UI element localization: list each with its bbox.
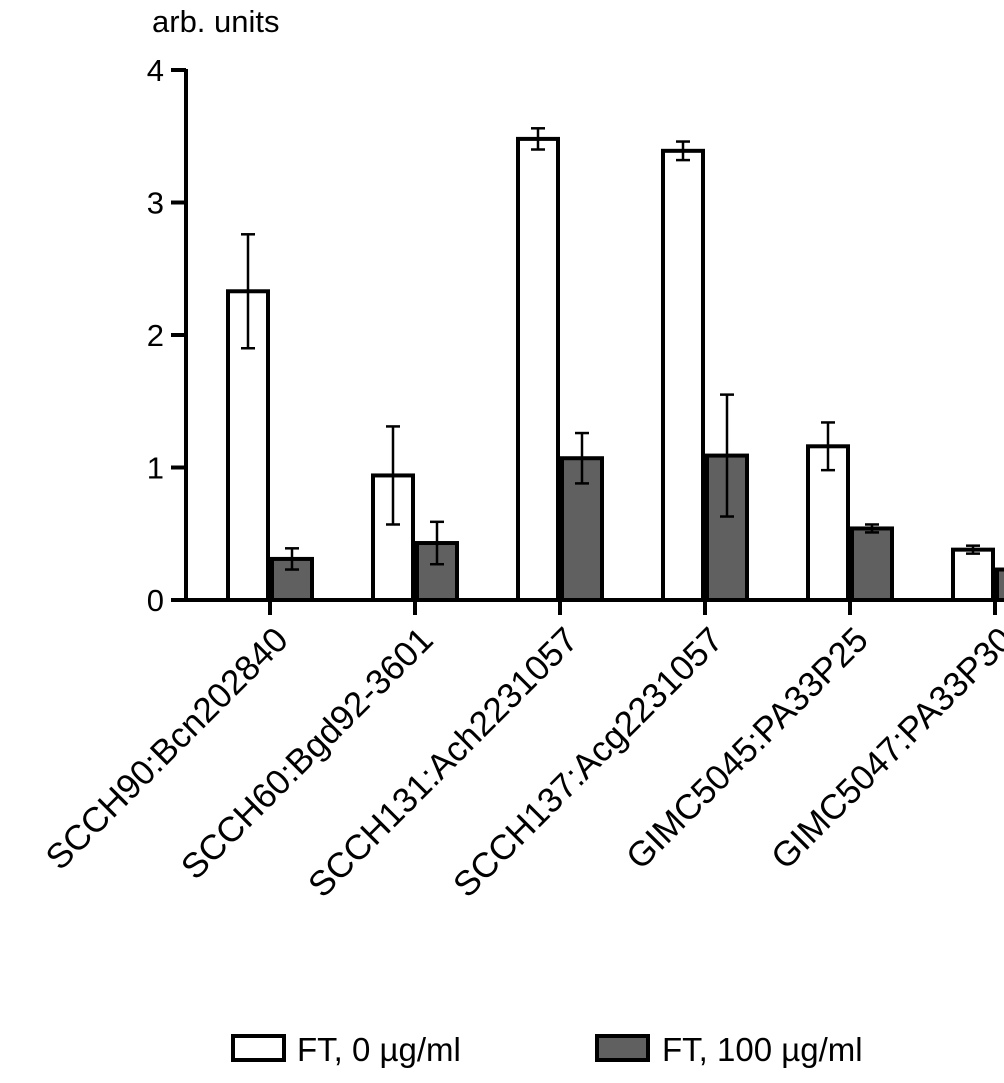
legend-swatch [231, 1034, 286, 1062]
bar-ft-0-5 [951, 547, 995, 603]
bar-ft-0-3 [661, 148, 705, 602]
y-tick-label: 1 [147, 451, 164, 486]
bar-ft-0-2 [516, 136, 560, 602]
error-bar [676, 140, 690, 162]
legend-item: FT, 0 µg/ml [231, 1031, 461, 1068]
x-axis [184, 598, 997, 615]
x-tick-labels: SCCH90:Bcn202840SCCH60:Bgd92-3601SCCH131… [38, 620, 1004, 905]
y-tick-label: 2 [147, 318, 164, 353]
error-bar [865, 523, 879, 534]
x-tick-label: SCCH137:Acg2231057 [446, 620, 731, 905]
bar-ft-100-5 [995, 567, 1004, 603]
x-tick-label: GIMC5045:PA33P25 [619, 620, 876, 877]
y-tick-label: 3 [147, 186, 164, 221]
error-bar [430, 520, 444, 566]
legend-item: FT, 100 µg/ml [595, 1031, 863, 1068]
legend-label: FT, 0 µg/ml [297, 1031, 461, 1068]
x-tick-label: SCCH60:Bgd92-3601 [174, 620, 441, 887]
error-bar [386, 425, 400, 526]
legend-swatch [595, 1034, 650, 1062]
legend-label: FT, 100 µg/ml [662, 1031, 863, 1068]
error-bar [575, 431, 589, 485]
error-bars [241, 127, 980, 571]
error-bar [241, 233, 255, 350]
y-axis: 0 1 2 3 4 [147, 53, 188, 618]
legend: FT, 0 µg/ml FT, 100 µg/ml [231, 1031, 863, 1068]
error-bar [966, 544, 980, 555]
x-tick-label: SCCH131:Ach2231057 [301, 620, 586, 905]
y-tick-label: 0 [147, 583, 164, 618]
bar-ft-100-4 [850, 526, 894, 603]
bar-ft-0-4 [806, 444, 850, 602]
y-tick-label: 4 [147, 53, 164, 88]
error-bar [821, 421, 835, 472]
bars [226, 136, 1004, 603]
error-bar [531, 127, 545, 151]
y-axis-label: arb. units [152, 4, 280, 39]
error-bar [720, 393, 734, 518]
x-tick-label: SCCH90:Bcn202840 [38, 620, 295, 877]
x-tick-label: GIMC5047:PA33P30 [764, 620, 1004, 877]
error-bar [285, 547, 299, 571]
